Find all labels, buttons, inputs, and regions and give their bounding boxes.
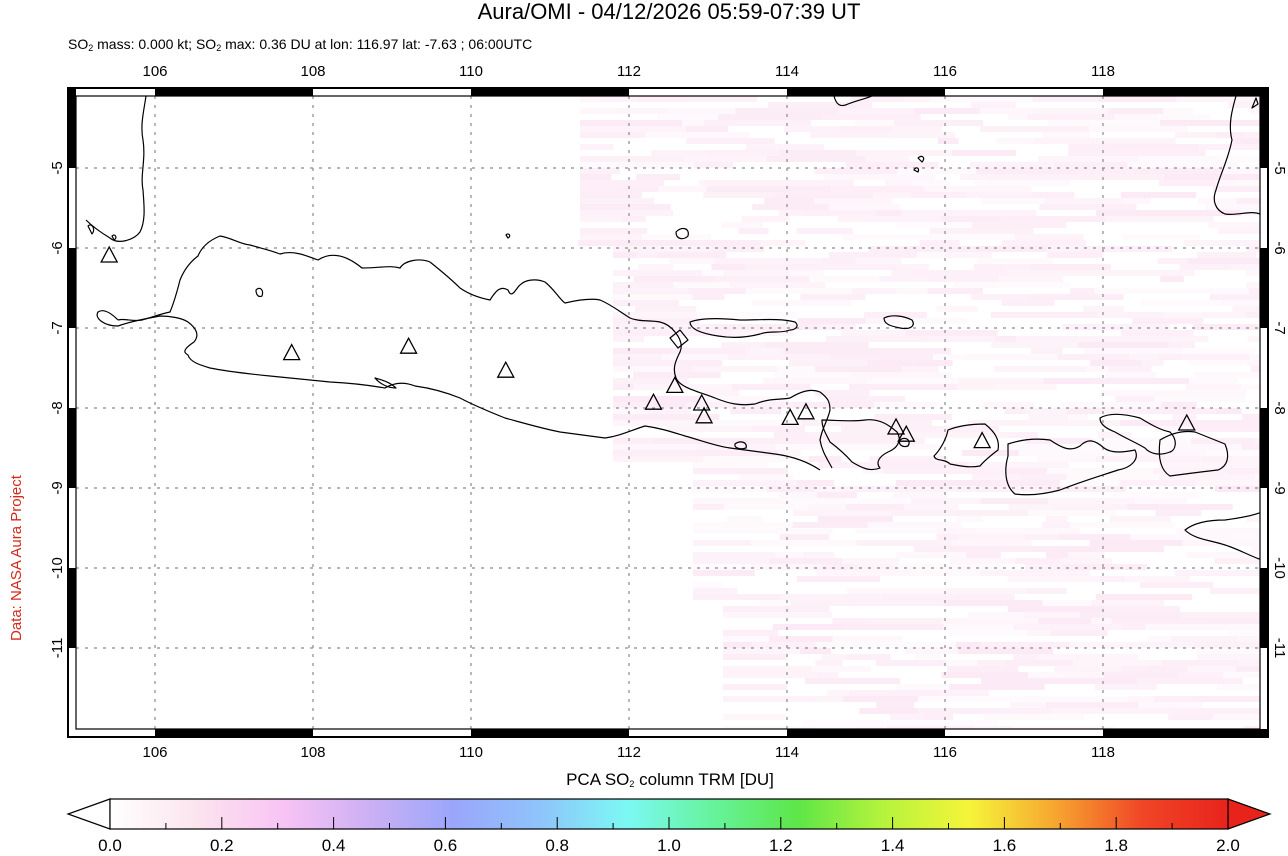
lat-tick-label-left: -10 [49,557,66,579]
map-subtitle: SO2 mass: 0.000 kt; SO2 max: 0.36 DU at … [68,36,533,53]
volcano-icon [282,343,301,361]
lon-tick-label-bottom: 106 [142,744,167,761]
volcano-icon [665,376,684,394]
map-title: Aura/OMI - 04/12/2026 05:59-07:39 UT [477,0,861,24]
lon-tick-label-top: 114 [775,63,799,80]
volcano-icon [781,408,800,426]
axis-labels: 106 106 108 108 110 110 112 112 114 114 116 116 118 1… [49,63,1288,761]
volcano-icon [100,245,119,263]
lat-tick-label-left: -9 [49,481,66,494]
colorbar-tick-label: 1.4 [880,836,905,855]
volcano-icon [692,393,711,411]
lon-tick-label-bottom: 116 [933,744,957,761]
volcano-icon [644,392,663,410]
volcano-icon [796,402,816,420]
colorbar [66,798,1272,830]
so2-swath-layer [578,96,1260,729]
graticule [76,96,1260,729]
lat-tick-label-right: -8 [1271,401,1288,414]
colorbar-gradient [109,798,1229,830]
lat-tick-label-left: -11 [49,638,66,659]
volcano-icon [973,431,992,449]
volcano-icon [399,336,418,354]
lat-tick-label-right: -9 [1271,481,1288,494]
lat-tick-label-left: -6 [49,241,66,254]
colorbar-title: PCA SO2 column TRM [DU] [566,770,774,789]
colorbar-tick-label: 0.6 [433,836,458,855]
colorbar-tick-label: 0.4 [321,836,346,855]
volcano-icon [1177,413,1196,431]
lon-tick-label-top: 108 [300,63,325,80]
lon-tick-label-top: 106 [142,63,167,80]
lon-tick-label-bottom: 110 [459,744,483,761]
colorbar-tick-label: 1.6 [992,836,1017,855]
volcano-icon [694,406,714,424]
colorbar-max-arrow [1227,798,1272,830]
volcano-markers [100,245,1196,449]
lon-tick-label-top: 112 [617,63,641,80]
lon-tick-label-top: 116 [933,63,957,80]
lon-tick-label-top: 110 [459,63,483,80]
volcano-icon [886,417,906,435]
lat-tick-label-right: -11 [1271,638,1288,659]
colorbar-min-arrow [66,798,111,830]
colorbar-tick-label: 2.0 [1216,836,1240,855]
colorbar-tick-label: 0.0 [98,836,122,855]
coastline-layer [85,96,1260,560]
colorbar-tick-label: 1.2 [768,836,793,855]
lon-tick-label-bottom: 118 [1091,744,1115,761]
volcano-icon [897,424,916,442]
lon-tick-label-bottom: 108 [300,744,325,761]
lat-tick-label-left: -5 [49,161,66,174]
map-frame [67,87,1269,738]
lat-tick-label-right: -6 [1271,241,1288,254]
volcano-icon [496,360,515,378]
lon-tick-label-bottom: 112 [617,744,641,761]
colorbar-tick-label: 0.8 [545,836,570,855]
lat-tick-label-left: -8 [49,401,66,414]
lat-tick-label-left: -7 [49,321,66,334]
colorbar-tick-label: 0.2 [209,836,234,855]
colorbar-tick-label: 1.8 [1104,836,1129,855]
lat-tick-label-right: -5 [1271,161,1288,174]
lat-tick-label-right: -7 [1271,321,1288,334]
lon-tick-label-top: 118 [1091,63,1115,80]
lat-tick-label-right: -10 [1271,557,1288,579]
colorbar-tick-label: 1.0 [657,836,681,855]
lon-tick-label-bottom: 114 [775,744,799,761]
